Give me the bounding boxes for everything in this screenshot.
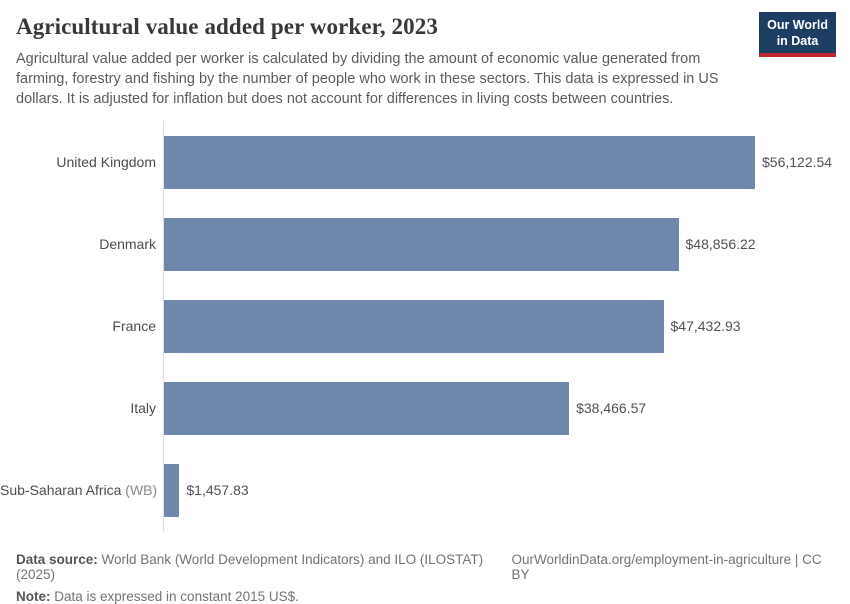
category-label: Denmark bbox=[0, 236, 163, 252]
bar-track: $56,122.54 bbox=[163, 121, 850, 203]
value-label: $56,122.54 bbox=[762, 154, 833, 170]
category-name: Sub-Saharan Africa bbox=[0, 482, 122, 498]
data-source-text: Data source: World Bank (World Developme… bbox=[16, 552, 512, 582]
bar[interactable] bbox=[164, 299, 664, 353]
note-text: Note: Data is expressed in constant 2015… bbox=[16, 589, 834, 604]
category-label: United Kingdom bbox=[0, 154, 163, 170]
category-name: United Kingdom bbox=[56, 154, 156, 170]
bar-row: United Kingdom $56,122.54 bbox=[0, 121, 850, 203]
value-label: $48,856.22 bbox=[685, 236, 756, 252]
category-label: Italy bbox=[0, 400, 163, 416]
bar-row: France $47,432.93 bbox=[0, 285, 850, 367]
category-name: Denmark bbox=[99, 236, 156, 252]
value-label: $47,432.93 bbox=[670, 318, 741, 334]
bar[interactable] bbox=[164, 217, 679, 271]
bar-row: Denmark $48,856.22 bbox=[0, 203, 850, 285]
y-axis-line bbox=[163, 121, 164, 531]
value-label: $1,457.83 bbox=[186, 482, 249, 498]
owid-logo-line2: in Data bbox=[776, 34, 819, 49]
bar-track: $1,457.83 bbox=[163, 449, 850, 531]
note-value: Data is expressed in constant 2015 US$. bbox=[50, 589, 299, 604]
owid-logo-line1: Our World bbox=[767, 18, 828, 32]
chart-subtitle: Agricultural value added per worker is c… bbox=[16, 51, 719, 107]
bar-rows: United Kingdom $56,122.54 Denmark $48,85… bbox=[0, 121, 850, 531]
owid-logo[interactable]: Our World in Data bbox=[759, 12, 836, 57]
data-source-label: Data source: bbox=[16, 552, 98, 567]
value-label: $38,466.57 bbox=[576, 400, 647, 416]
chart-header: Agricultural value added per worker, 202… bbox=[0, 0, 850, 109]
data-source-value: World Bank (World Development Indicators… bbox=[16, 552, 484, 582]
category-label: France bbox=[0, 318, 163, 334]
chart-footer: Data source: World Bank (World Developme… bbox=[0, 531, 850, 604]
bar-row: Italy $38,466.57 bbox=[0, 367, 850, 449]
bar[interactable] bbox=[164, 463, 180, 517]
bar-track: $48,856.22 bbox=[163, 203, 850, 285]
note-label: Note: bbox=[16, 589, 51, 604]
page-title: Agricultural value added per worker, 202… bbox=[16, 14, 438, 39]
category-name: France bbox=[112, 318, 156, 334]
category-suffix: (WB) bbox=[121, 482, 158, 498]
bar-track: $38,466.57 bbox=[163, 367, 850, 449]
bar[interactable] bbox=[164, 135, 755, 189]
canonical-link[interactable]: OurWorldinData.org/employment-in-agricul… bbox=[511, 552, 822, 582]
bar-row: Sub-Saharan Africa (WB) $1,457.83 bbox=[0, 449, 850, 531]
bar-track: $47,432.93 bbox=[163, 285, 850, 367]
category-name: Italy bbox=[130, 400, 156, 416]
bar[interactable] bbox=[164, 381, 570, 435]
bar-chart: United Kingdom $56,122.54 Denmark $48,85… bbox=[0, 121, 850, 531]
category-label: Sub-Saharan Africa (WB) bbox=[0, 482, 163, 498]
